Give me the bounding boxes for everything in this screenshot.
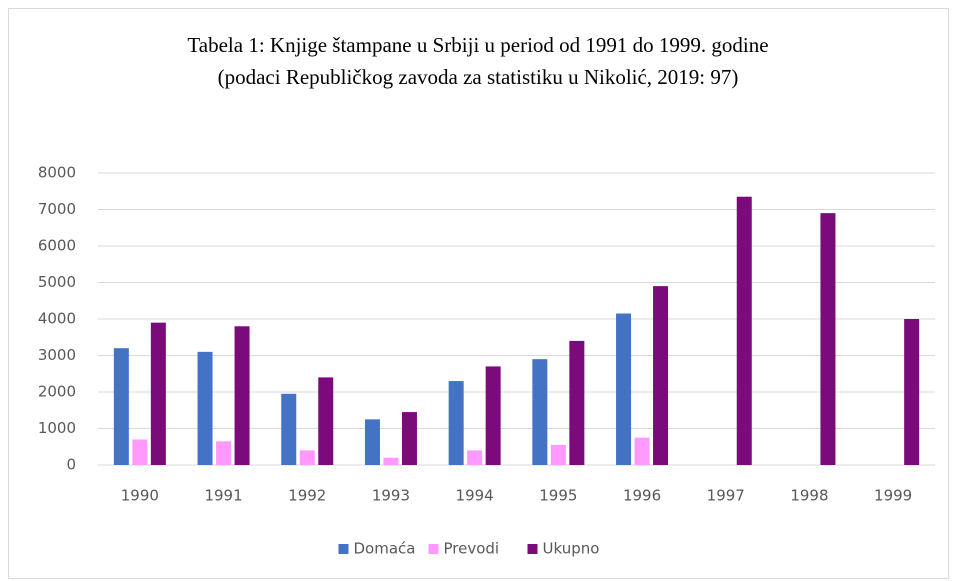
bar bbox=[448, 381, 464, 465]
bar bbox=[383, 457, 399, 465]
x-tick-label: 1990 bbox=[121, 487, 159, 505]
bar bbox=[281, 393, 297, 465]
bar bbox=[299, 450, 315, 465]
legend-swatch bbox=[338, 544, 349, 554]
bar bbox=[150, 322, 166, 465]
bar bbox=[569, 340, 585, 465]
y-tick-label: 6000 bbox=[38, 237, 76, 255]
y-tick-label: 8000 bbox=[38, 164, 76, 182]
chart-frame bbox=[8, 8, 949, 579]
bar bbox=[467, 450, 483, 465]
y-tick-label: 1000 bbox=[38, 419, 76, 437]
x-tick-label: 1992 bbox=[288, 487, 326, 505]
x-tick-label: 1998 bbox=[790, 487, 828, 505]
bar bbox=[634, 437, 650, 465]
bar bbox=[197, 351, 213, 465]
bar bbox=[132, 439, 148, 465]
y-tick-label: 0 bbox=[66, 456, 76, 474]
chart-title: Tabela 1: Knjige štampane u Srbiji u per… bbox=[187, 33, 768, 57]
legend-swatch bbox=[428, 544, 439, 554]
bar bbox=[616, 313, 632, 465]
legend-swatch bbox=[527, 544, 538, 554]
x-tick-label: 1993 bbox=[372, 487, 410, 505]
y-tick-label: 5000 bbox=[38, 273, 76, 291]
legend-label: Prevodi bbox=[444, 540, 500, 558]
bar bbox=[820, 213, 836, 465]
x-tick-label: 1996 bbox=[623, 487, 661, 505]
x-tick-label: 1991 bbox=[204, 487, 242, 505]
bar bbox=[904, 319, 920, 465]
legend-label: Domaća bbox=[354, 540, 416, 558]
y-tick-label: 7000 bbox=[38, 200, 76, 218]
x-tick-label: 1997 bbox=[707, 487, 745, 505]
bar bbox=[653, 286, 669, 465]
bar bbox=[485, 366, 501, 465]
y-tick-label: 2000 bbox=[38, 383, 76, 401]
y-tick-label: 3000 bbox=[38, 346, 76, 364]
bar bbox=[318, 377, 334, 465]
bar bbox=[364, 419, 380, 465]
x-tick-label: 1999 bbox=[874, 487, 912, 505]
chart-subtitle: (podaci Republičkog zavoda za statistiku… bbox=[218, 65, 739, 89]
bar bbox=[532, 359, 548, 465]
bar bbox=[401, 412, 417, 465]
bar bbox=[550, 444, 566, 465]
y-tick-label: 4000 bbox=[38, 310, 76, 328]
bar bbox=[113, 348, 129, 465]
x-tick-label: 1995 bbox=[539, 487, 577, 505]
bar bbox=[736, 196, 752, 465]
x-tick-label: 1994 bbox=[456, 487, 494, 505]
legend-label: Ukupno bbox=[543, 540, 600, 558]
bar bbox=[234, 326, 250, 465]
bar bbox=[216, 441, 232, 465]
